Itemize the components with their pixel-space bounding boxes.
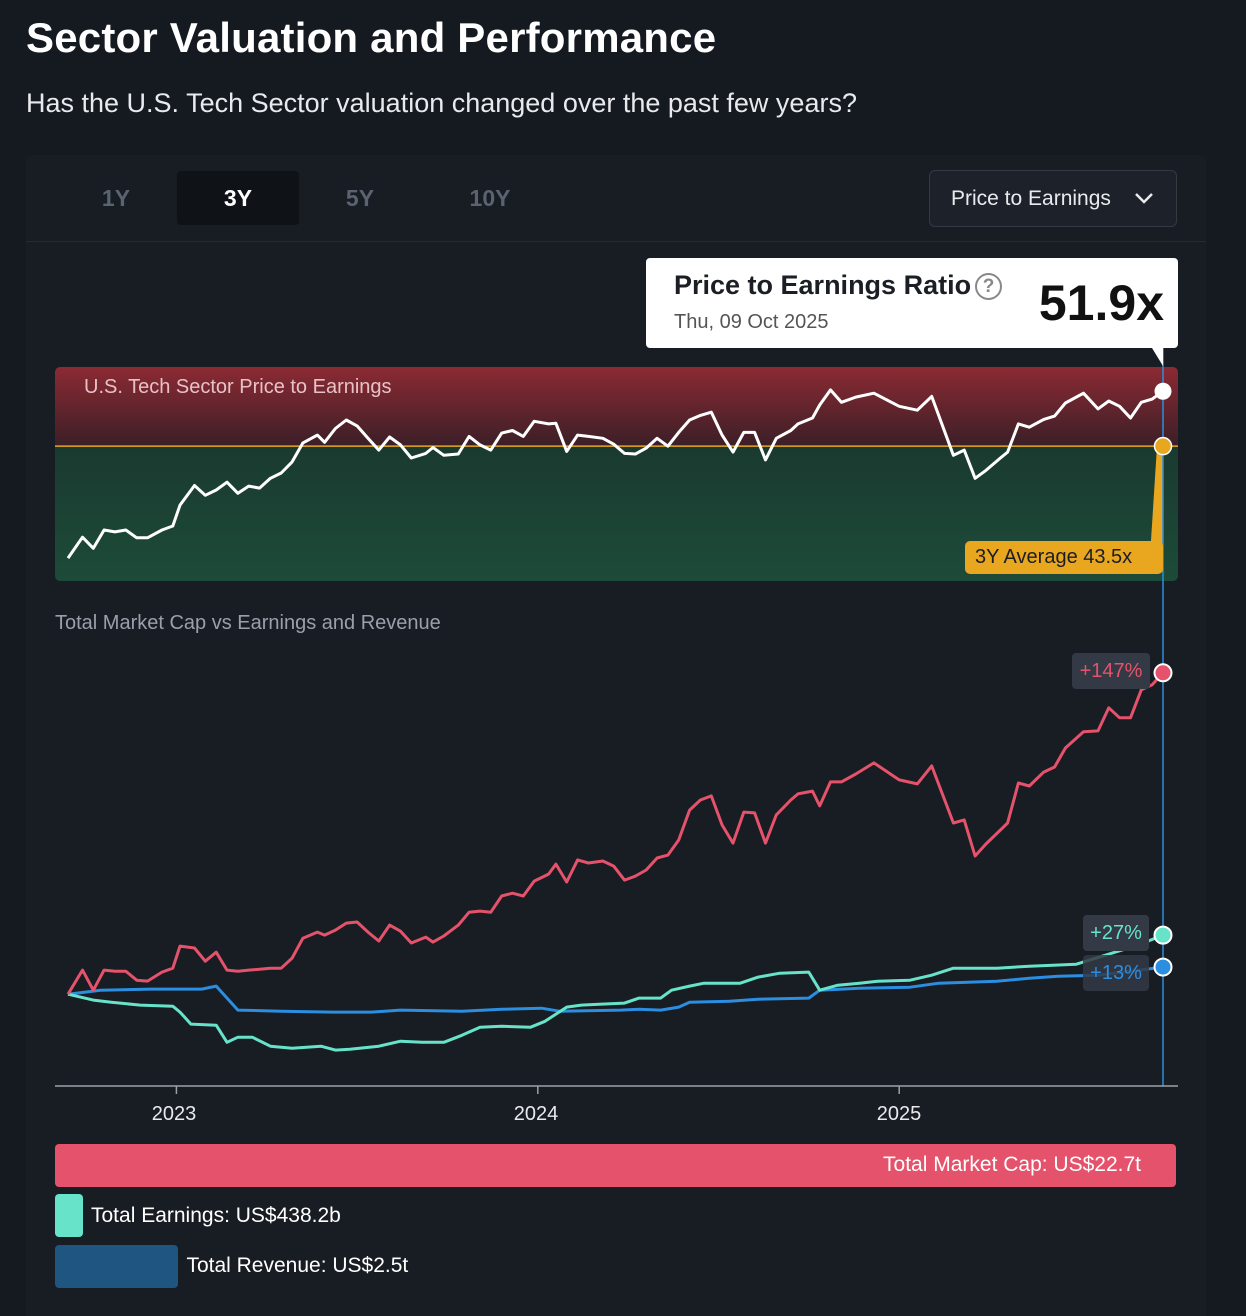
revenue-change-label: +13% xyxy=(1083,955,1149,991)
earnings-bar xyxy=(55,1194,83,1237)
earnings-end-point xyxy=(1153,925,1173,945)
average-label-pointer xyxy=(1149,446,1163,572)
pe-chart xyxy=(55,348,1178,1086)
tab-5y[interactable]: 5Y xyxy=(345,184,375,211)
period-tabs: 1Y 3Y 5Y 10Y Price to Earnings xyxy=(26,155,1206,242)
average-label: 3Y Average 43.5x xyxy=(965,541,1163,574)
help-icon[interactable]: ? xyxy=(975,273,1002,300)
chevron-down-icon xyxy=(1135,193,1153,204)
x-tick-2024: 2024 xyxy=(513,1103,559,1125)
tooltip-date: Thu, 09 Oct 2025 xyxy=(674,311,829,333)
market-cap-chart-title: Total Market Cap vs Earnings and Revenue xyxy=(55,612,441,634)
market-cap-bar xyxy=(55,1144,1176,1187)
metric-dropdown[interactable]: Price to Earnings xyxy=(929,170,1177,227)
tab-10y[interactable]: 10Y xyxy=(469,184,511,211)
value-tooltip: Price to Earnings Ratio ? Thu, 09 Oct 20… xyxy=(646,258,1178,348)
page-title: Sector Valuation and Performance xyxy=(26,14,717,61)
metric-dropdown-value: Price to Earnings xyxy=(951,186,1111,210)
x-tick-2025: 2025 xyxy=(876,1103,922,1125)
tab-1y[interactable]: 1Y xyxy=(101,184,131,211)
market-cap-line xyxy=(66,671,1165,995)
average-point xyxy=(1153,436,1173,456)
earnings-change-label: +27% xyxy=(1083,915,1149,951)
earnings-bar-label: Total Earnings: US$438.2b xyxy=(91,1204,341,1227)
revenue-bar-label: Total Revenue: US$2.5t xyxy=(186,1254,409,1277)
market-cap-end-point xyxy=(1153,663,1173,683)
below-average-band xyxy=(55,446,1178,581)
market-cap-chart xyxy=(55,663,1178,1094)
x-tick-2023: 2023 xyxy=(151,1103,197,1125)
revenue-bar xyxy=(55,1245,179,1288)
revenue-end-point xyxy=(1153,957,1173,977)
tab-3y[interactable]: 3Y xyxy=(177,171,299,225)
revenue-line xyxy=(67,965,1164,1014)
page-subtitle: Has the U.S. Tech Sector valuation chang… xyxy=(26,88,857,118)
earnings-line xyxy=(67,933,1164,1052)
tooltip-pointer xyxy=(1152,348,1163,366)
pe-chart-title: U.S. Tech Sector Price to Earnings xyxy=(84,376,392,398)
chart-card xyxy=(26,155,1206,1316)
tooltip-title: Price to Earnings Ratio xyxy=(674,270,972,300)
pe-line xyxy=(66,388,1164,559)
market-cap-bar-label: Total Market Cap: US$22.7t xyxy=(883,1153,1141,1176)
pe-current-point xyxy=(1154,382,1172,400)
tooltip-value: 51.9x xyxy=(1038,275,1164,331)
market-cap-change-label: +147% xyxy=(1072,653,1150,689)
